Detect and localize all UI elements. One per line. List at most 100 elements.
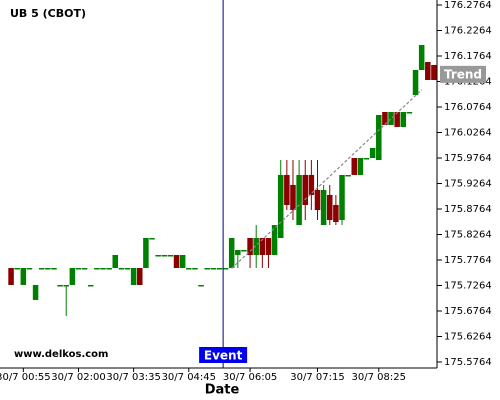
trend-line bbox=[231, 89, 423, 269]
candle-body bbox=[388, 111, 394, 125]
candle-body bbox=[161, 254, 168, 257]
candle-body bbox=[26, 267, 33, 270]
candle-body bbox=[210, 267, 217, 270]
candle-body bbox=[124, 267, 131, 270]
candle-body bbox=[290, 184, 296, 211]
candle-body bbox=[222, 267, 229, 270]
candle-body bbox=[75, 267, 82, 270]
y-tick-label: 175.9264 bbox=[444, 178, 492, 189]
candle-body bbox=[425, 62, 431, 81]
candle-body bbox=[412, 70, 419, 96]
y-tick-label: 176.2264 bbox=[444, 25, 492, 36]
candle-body bbox=[143, 238, 149, 268]
candle-body bbox=[100, 267, 106, 270]
trend-label: Trend bbox=[444, 67, 482, 81]
candle-body bbox=[173, 254, 180, 268]
candle-body bbox=[265, 238, 272, 255]
y-tick-label: 175.7264 bbox=[444, 280, 492, 291]
candle-body bbox=[167, 254, 174, 257]
candle-body bbox=[253, 238, 259, 255]
candle-body bbox=[45, 267, 51, 270]
candle-body bbox=[63, 284, 69, 287]
candle-body bbox=[106, 267, 112, 270]
x-tick-label: 30/7 08:25 bbox=[352, 372, 406, 383]
candle-body bbox=[363, 157, 370, 160]
y-tick-label: 175.6764 bbox=[444, 306, 492, 317]
y-tick-label: 176.1764 bbox=[444, 51, 492, 62]
candle-body bbox=[320, 189, 327, 226]
candle-body bbox=[228, 238, 235, 268]
candle-body bbox=[241, 249, 247, 252]
y-tick-label: 176.2764 bbox=[444, 0, 492, 11]
candle-body bbox=[235, 249, 241, 255]
candle-body bbox=[326, 194, 333, 221]
candle-body bbox=[418, 44, 425, 71]
y-tick-label: 176.0264 bbox=[444, 127, 492, 138]
candle-body bbox=[112, 254, 119, 268]
candle-body bbox=[308, 174, 315, 195]
candle-body bbox=[20, 267, 27, 285]
candle-body bbox=[394, 111, 400, 127]
candle-body bbox=[149, 238, 155, 240]
candle-body bbox=[406, 111, 413, 114]
x-tick-label: 30/7 06:05 bbox=[223, 372, 277, 383]
candle-body bbox=[137, 267, 143, 285]
candle-body bbox=[204, 267, 210, 270]
candle-body bbox=[271, 225, 278, 255]
watermark: www.delkos.com bbox=[14, 349, 108, 360]
trend-label-box bbox=[440, 65, 486, 83]
y-tick-label: 175.7764 bbox=[444, 255, 492, 266]
y-tick-label: 175.8264 bbox=[444, 229, 492, 240]
candle-body bbox=[259, 238, 266, 255]
candle-body bbox=[192, 267, 198, 270]
candle-body bbox=[94, 267, 100, 270]
candle-body bbox=[155, 254, 161, 257]
candle-body bbox=[216, 267, 223, 270]
candle-body bbox=[351, 157, 358, 175]
candle-body bbox=[376, 115, 382, 160]
candle-body bbox=[302, 174, 308, 206]
x-tick-label: 30/7 04:45 bbox=[162, 372, 216, 383]
x-tick-label: 30/7 07:15 bbox=[290, 372, 344, 383]
event-label: Event bbox=[204, 349, 243, 363]
candle-body bbox=[51, 267, 57, 270]
candle-body bbox=[345, 174, 351, 177]
x-axis-label: Date bbox=[205, 383, 240, 398]
y-tick-label: 175.5764 bbox=[444, 357, 492, 368]
candle-body bbox=[14, 267, 20, 270]
candle-body bbox=[333, 205, 339, 222]
candle-body bbox=[314, 189, 321, 211]
y-tick-label: 176.0764 bbox=[444, 102, 492, 113]
candle-body bbox=[357, 157, 364, 175]
candle-body bbox=[57, 284, 63, 287]
candle-body bbox=[431, 64, 437, 81]
y-tick-label: 175.9764 bbox=[444, 153, 492, 164]
candle-body bbox=[38, 267, 45, 270]
candle-body bbox=[186, 267, 192, 270]
candle-body bbox=[247, 238, 253, 255]
candle-body bbox=[32, 284, 39, 300]
x-tick-label: 30/7 02:00 bbox=[51, 372, 105, 383]
x-tick-label: 30/7 03:35 bbox=[106, 372, 160, 383]
candle-body bbox=[284, 174, 290, 206]
candle-body bbox=[382, 111, 388, 125]
candle-body bbox=[179, 254, 186, 268]
candle-body bbox=[81, 267, 88, 270]
candle-body bbox=[118, 267, 125, 270]
x-tick-label: 30/7 00:55 bbox=[0, 372, 51, 383]
candle-body bbox=[87, 284, 94, 287]
chart-title: UB 5 (CBOT) bbox=[10, 7, 86, 20]
candle-body bbox=[369, 147, 376, 158]
y-tick-label: 175.6264 bbox=[444, 331, 492, 342]
event-label-box bbox=[199, 347, 248, 363]
candle-body bbox=[130, 267, 137, 285]
candle-body bbox=[8, 267, 14, 285]
y-tick-label: 175.8764 bbox=[444, 204, 492, 215]
candle-body bbox=[198, 284, 204, 287]
candle-body bbox=[277, 174, 284, 239]
candle-body bbox=[339, 174, 345, 221]
candle-body bbox=[400, 111, 407, 127]
candle-body bbox=[296, 174, 302, 226]
